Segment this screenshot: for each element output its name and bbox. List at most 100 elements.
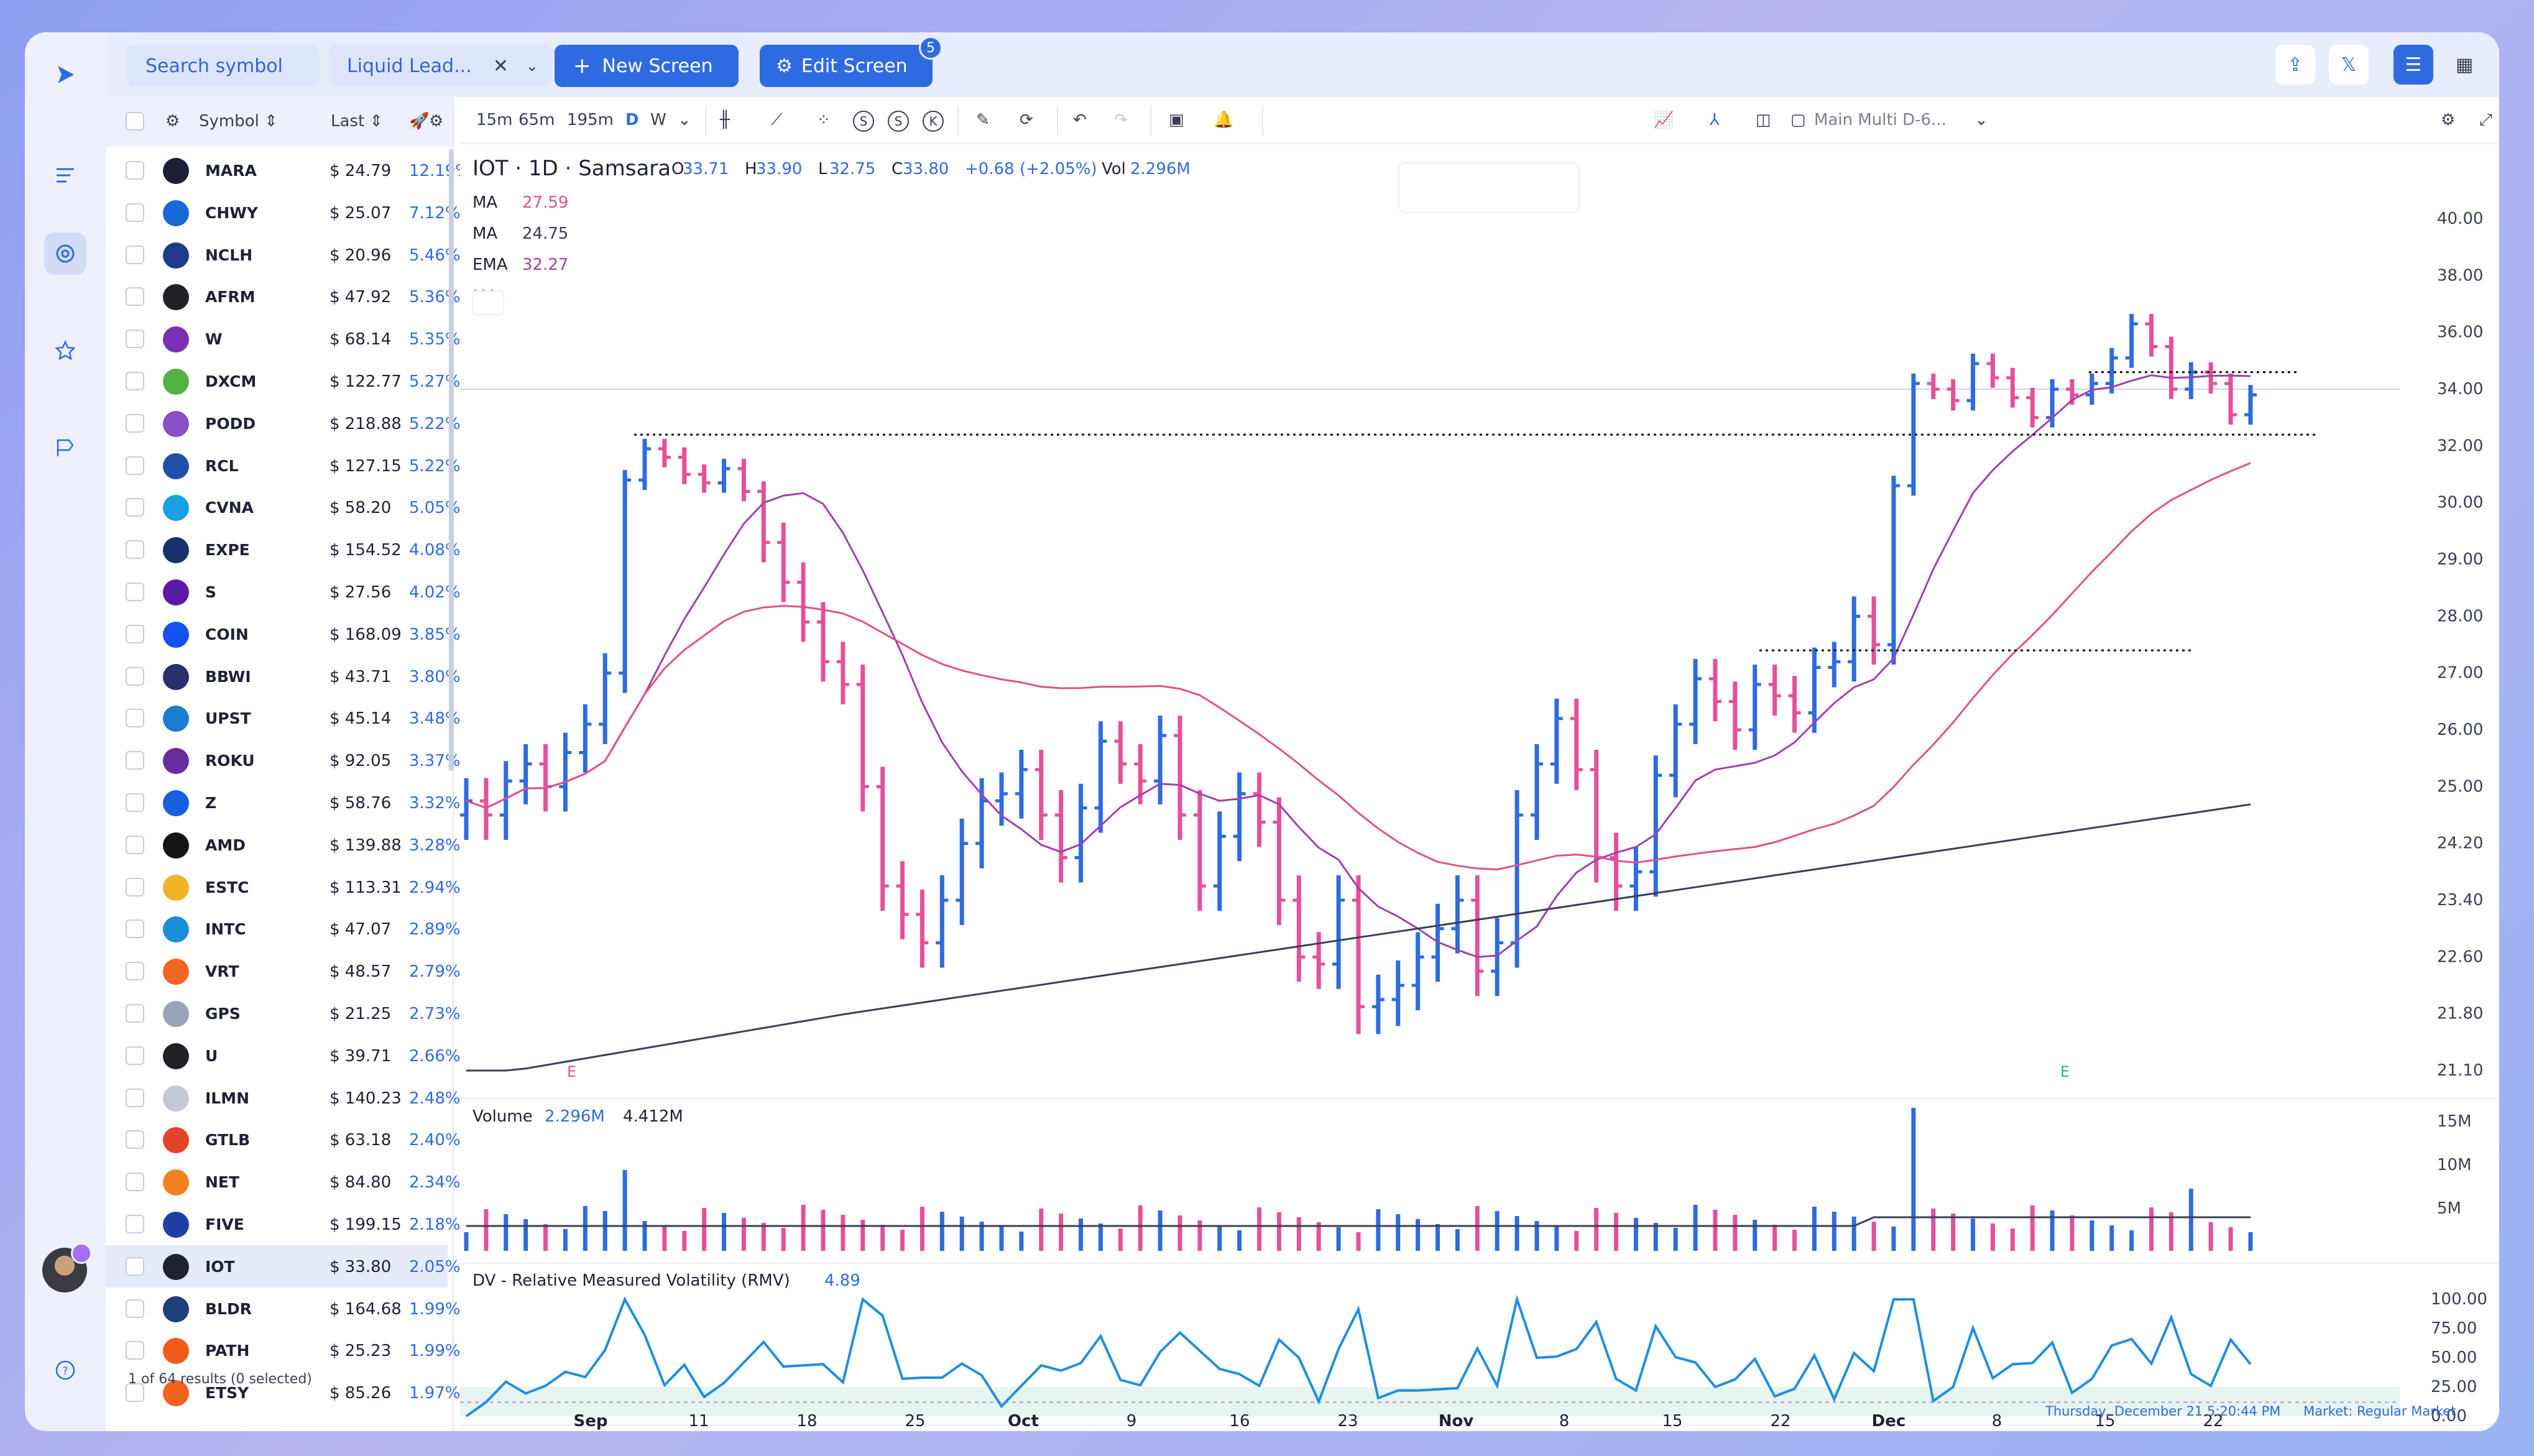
grid-view-icon[interactable]: ▦ — [2455, 53, 2474, 76]
row-checkbox[interactable] — [126, 540, 144, 560]
interval-195m[interactable]: 195m — [567, 111, 614, 129]
watchlist-row-afrm[interactable]: AFRM $ 47.92 5.36% — [106, 275, 461, 318]
row-checkbox[interactable] — [126, 1341, 144, 1360]
menu-icon[interactable] — [44, 154, 86, 196]
alert-bell-icon[interactable]: 🔔 — [1214, 111, 1234, 129]
fullscreen-icon[interactable]: ⤢ — [2479, 111, 2492, 129]
screener-icon[interactable] — [44, 233, 86, 275]
row-checkbox[interactable] — [126, 329, 144, 349]
close-icon[interactable]: ✕ — [492, 55, 509, 77]
row-checkbox[interactable] — [126, 1173, 144, 1192]
row-checkbox[interactable] — [126, 1215, 144, 1233]
watchlist-row-vrt[interactable]: VRT $ 48.57 2.79% — [106, 950, 461, 992]
marker-k[interactable]: K — [923, 111, 944, 132]
watchlist-row-roku[interactable]: ROKU $ 92.05 3.37% — [106, 739, 461, 781]
layout-icon[interactable]: ◫ — [1756, 111, 1771, 129]
redo-icon[interactable]: ↷ — [1114, 111, 1128, 129]
price-chart[interactable]: IOT · 1D · Samsara O33.71 H33.90 L 32.75 C 33.… — [460, 144, 2499, 1431]
settings-icon[interactable]: ⚙ — [165, 112, 180, 131]
interval-d[interactable]: D — [625, 111, 639, 129]
row-checkbox[interactable] — [126, 624, 144, 643]
watchlist-row-estc[interactable]: ESTC $ 113.31 2.94% — [106, 866, 461, 908]
watchlist-row-amd[interactable]: AMD $ 139.88 3.28% — [106, 824, 461, 866]
interval-65m[interactable]: 65m — [518, 111, 555, 129]
row-checkbox[interactable] — [126, 962, 144, 981]
watchlist-row-rcl[interactable]: RCL $ 127.15 5.22% — [106, 445, 461, 487]
chevron-down-icon[interactable]: ⌄ — [525, 57, 538, 75]
edit-screen-button[interactable]: ⚙ Edit Screen 5 — [760, 36, 942, 87]
marker-s-1[interactable]: S — [853, 111, 874, 132]
row-checkbox[interactable] — [126, 919, 144, 939]
interval-chevron-icon[interactable]: ⌄ — [678, 111, 691, 129]
watchlist-row-dxcm[interactable]: DXCM $ 122.77 5.27% — [106, 360, 461, 402]
watchlist-row-w[interactable]: W $ 68.14 5.35% — [106, 318, 461, 360]
watchlist-row-nclh[interactable]: NCLH $ 20.96 5.46% — [106, 234, 461, 276]
watchlist-row-s[interactable]: S $ 27.56 4.02% — [106, 571, 461, 613]
watchlist-row-upst[interactable]: UPST $ 45.14 3.48% — [106, 697, 461, 739]
new-screen-button[interactable]: + New Screen — [555, 45, 739, 87]
row-checkbox[interactable] — [126, 413, 144, 433]
row-checkbox[interactable] — [126, 1088, 144, 1107]
column-settings-icon[interactable]: ⚙ — [429, 112, 444, 131]
watchlist-row-z[interactable]: Z $ 58.76 3.32% — [106, 781, 461, 824]
watchlist-row-expe[interactable]: EXPE $ 154.52 4.08% — [106, 528, 461, 571]
watchlist-row-path[interactable]: PATH $ 25.23 1.99% — [106, 1329, 461, 1371]
x-social-icon[interactable]: 𝕏 — [2329, 45, 2369, 85]
symbol-column-header[interactable]: Symbol ⇕ — [199, 112, 278, 131]
watchlist-row-cvna[interactable]: CVNA $ 58.20 5.05% — [106, 486, 461, 528]
screen-selector[interactable]: Liquid Lead... ✕ ⌄ — [328, 45, 552, 87]
watchlist-row-net[interactable]: NET $ 84.80 2.34% — [106, 1161, 461, 1203]
watchlist-row-ilmn[interactable]: ILMN $ 140.23 2.48% — [106, 1077, 461, 1119]
watchlist-row-coin[interactable]: COIN $ 168.09 3.85% — [106, 613, 461, 655]
last-column-header[interactable]: Last ⇕ — [331, 112, 384, 131]
list-view-icon[interactable]: ☰ — [2393, 45, 2433, 85]
avatar[interactable] — [42, 1243, 92, 1292]
marker-s-2[interactable]: S — [888, 111, 909, 132]
row-checkbox[interactable] — [126, 793, 144, 812]
watchlist-scrollbar[interactable] — [449, 149, 454, 771]
bar-style-icon[interactable]: ╫ — [720, 111, 730, 129]
watchlist-row-u[interactable]: U $ 39.71 2.66% — [106, 1034, 461, 1077]
row-checkbox[interactable] — [126, 1256, 144, 1276]
undo-icon[interactable]: ↶ — [1073, 111, 1087, 129]
watchlist-row-etsy[interactable]: ETSY $ 85.26 1.97% — [106, 1371, 461, 1414]
compare-icon[interactable]: ⅄ — [1710, 111, 1720, 129]
help-icon[interactable]: ? — [44, 1349, 86, 1391]
layout-chevron-icon[interactable]: ⌄ — [1974, 111, 1988, 129]
watchlist-row-bldr[interactable]: BLDR $ 164.68 1.99% — [106, 1288, 461, 1330]
row-checkbox[interactable] — [126, 456, 144, 475]
row-checkbox[interactable] — [126, 372, 144, 390]
row-checkbox[interactable] — [126, 709, 144, 728]
share-icon[interactable]: ⇪ — [2275, 45, 2315, 85]
interval-15m[interactable]: 15m — [476, 111, 513, 129]
indicators-icon[interactable]: ⟋ — [771, 111, 783, 129]
chart-type-icon[interactable]: 📈 — [1654, 111, 1674, 129]
row-checkbox[interactable] — [126, 1299, 144, 1318]
row-checkbox[interactable] — [126, 751, 144, 770]
row-checkbox[interactable] — [126, 1383, 144, 1403]
templates-icon[interactable]: ⁘ — [817, 111, 831, 129]
calendar-icon[interactable]: ▣ — [1169, 111, 1184, 129]
row-checkbox[interactable] — [126, 1004, 144, 1023]
search-symbol-button[interactable]: Search symbol — [127, 45, 320, 87]
interval-w[interactable]: W — [650, 111, 666, 129]
watchlist-row-intc[interactable]: INTC $ 47.07 2.89% — [106, 908, 461, 950]
logo-icon[interactable] — [44, 53, 86, 96]
watchlist-row-mara[interactable]: MARA $ 24.79 12.19% — [106, 149, 471, 191]
watchlist-row-chwy[interactable]: CHWY $ 25.07 7.12% — [106, 191, 461, 234]
row-checkbox[interactable] — [126, 498, 144, 517]
watchlist-row-gps[interactable]: GPS $ 21.25 2.73% — [106, 992, 461, 1034]
star-icon[interactable] — [44, 329, 86, 372]
row-checkbox[interactable] — [126, 666, 144, 686]
watchlist-row-podd[interactable]: PODD $ 218.88 5.22% — [106, 402, 461, 445]
row-checkbox[interactable] — [126, 245, 144, 264]
eraser-icon[interactable]: ✎ — [976, 111, 990, 129]
watchlist-row-bbwi[interactable]: BBWI $ 43.71 3.80% — [106, 655, 461, 698]
row-checkbox[interactable] — [126, 161, 144, 180]
chart-settings-icon[interactable]: ⚙ — [2441, 111, 2456, 129]
row-checkbox[interactable] — [126, 1046, 144, 1065]
watchlist-row-iot[interactable]: IOT $ 33.80 2.05% — [106, 1245, 461, 1288]
refresh-icon[interactable]: ⟳ — [1020, 111, 1033, 129]
row-checkbox[interactable] — [126, 287, 144, 306]
rocket-icon[interactable]: 🚀 — [409, 112, 430, 131]
